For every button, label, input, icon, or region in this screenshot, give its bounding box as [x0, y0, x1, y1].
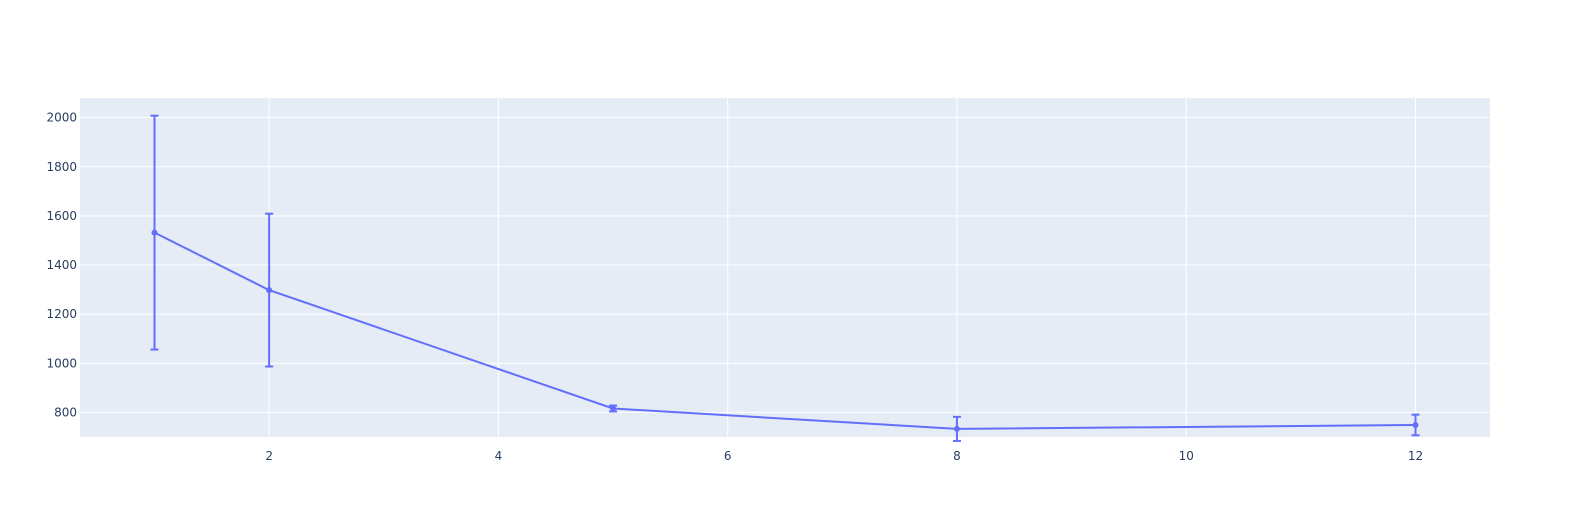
y-tick-label: 2000 — [46, 111, 77, 125]
y-tick-label: 1000 — [46, 356, 77, 370]
x-tick-label: 2 — [265, 449, 273, 463]
data-point — [151, 229, 158, 236]
x-tick-label: 4 — [495, 449, 503, 463]
grid-lines — [80, 98, 1490, 437]
y-tick-label: 1600 — [46, 209, 77, 223]
y-tick-label: 1800 — [46, 160, 77, 174]
y-tick-label: 1200 — [46, 307, 77, 321]
x-tick-label: 8 — [953, 449, 961, 463]
y-tick-label: 800 — [54, 405, 77, 419]
data-point — [953, 425, 960, 432]
data-point — [610, 405, 617, 412]
tick-labels: 2 4 6 8 10 12 800 1000 1200 1400 1600 1800 2000 — [46, 111, 1423, 463]
plot-area — [80, 98, 1490, 437]
x-tick-label: 12 — [1408, 449, 1423, 463]
series-group — [150, 114, 1420, 442]
x-tick-label: 10 — [1179, 449, 1194, 463]
y-tick-label: 1400 — [46, 258, 77, 272]
x-tick-label: 6 — [724, 449, 732, 463]
data-point — [266, 287, 273, 294]
data-point — [1412, 421, 1419, 428]
